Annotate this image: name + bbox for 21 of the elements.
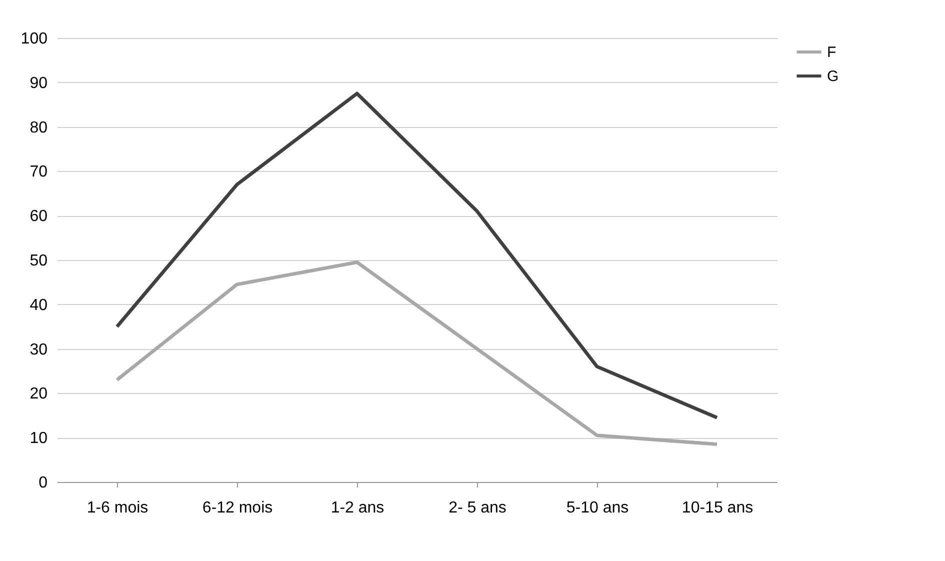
legend-label: G	[827, 68, 839, 85]
y-tick-label: 40	[30, 296, 48, 314]
line-series	[115, 92, 719, 420]
y-tick-label: 100	[20, 30, 48, 48]
x-tick-label: 1-6 mois	[86, 500, 148, 516]
line-series	[115, 260, 719, 446]
x-tick-label: 2- 5 ans	[448, 500, 506, 516]
y-tick-label: 30	[30, 341, 48, 358]
y-tick-label: 60	[30, 208, 48, 226]
x-tick-label: 6-12 mois	[202, 500, 273, 516]
legend-label: F	[827, 44, 836, 61]
x-tick-label: 5-10 ans	[566, 500, 629, 516]
x-tick-label: 10-15 ans	[682, 500, 754, 516]
y-tick-label: 70	[30, 164, 48, 181]
y-tick-label: 20	[30, 386, 48, 403]
y-tick-label: 80	[30, 119, 48, 136]
x-tick-label: 1-2 ans	[330, 500, 384, 516]
y-tick-label: 50	[30, 252, 48, 270]
y-tick-label: 10	[30, 430, 48, 448]
y-tick-label: 90	[30, 74, 48, 92]
y-tick-label: 0	[38, 474, 48, 492]
